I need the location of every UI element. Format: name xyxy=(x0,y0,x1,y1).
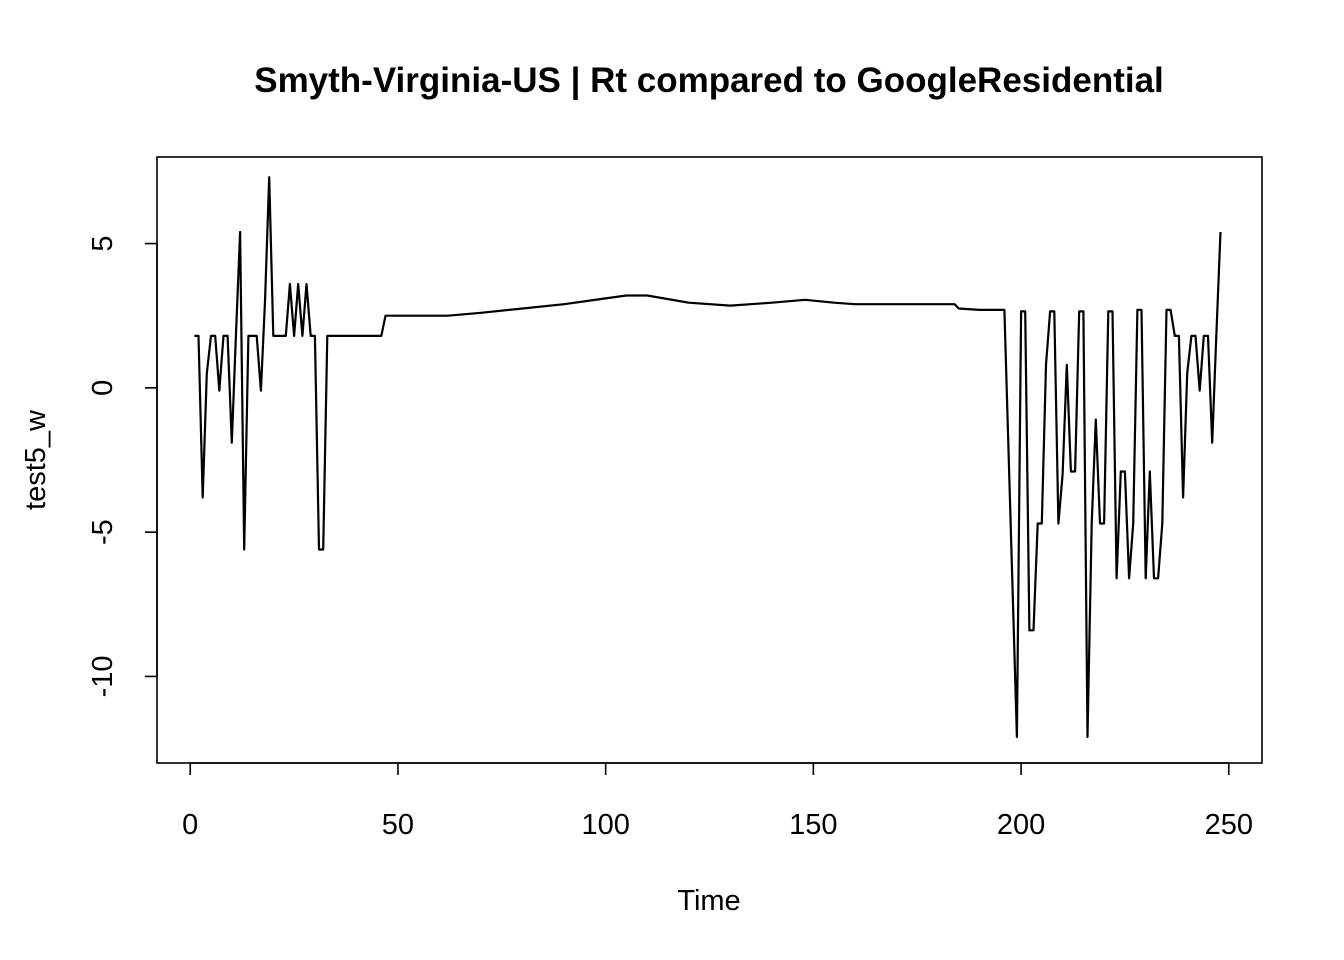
y-tick-label: 0 xyxy=(87,380,119,396)
x-tick-label: 200 xyxy=(997,809,1045,841)
y-axis: -10 -5 0 5 xyxy=(87,236,158,697)
y-tick-label: -10 xyxy=(87,655,119,697)
y-axis-label: test5_w xyxy=(20,409,52,510)
plot-area xyxy=(194,176,1222,739)
x-tick-label: 50 xyxy=(382,809,414,841)
chart-title: Smyth-Virginia-US | Rt compared to Googl… xyxy=(254,61,1164,100)
x-tick-label: 0 xyxy=(182,809,198,841)
x-tick-label: 250 xyxy=(1205,809,1253,841)
x-axis: 0 50 100 150 200 250 xyxy=(182,762,1253,841)
x-axis-label: Time xyxy=(677,885,740,917)
x-tick-label: 100 xyxy=(581,809,629,841)
x-tick-label: 150 xyxy=(789,809,837,841)
y-tick-label: -5 xyxy=(87,519,119,545)
series-line xyxy=(194,176,1222,739)
y-tick-label: 5 xyxy=(87,236,119,252)
plot-frame xyxy=(156,156,1263,764)
